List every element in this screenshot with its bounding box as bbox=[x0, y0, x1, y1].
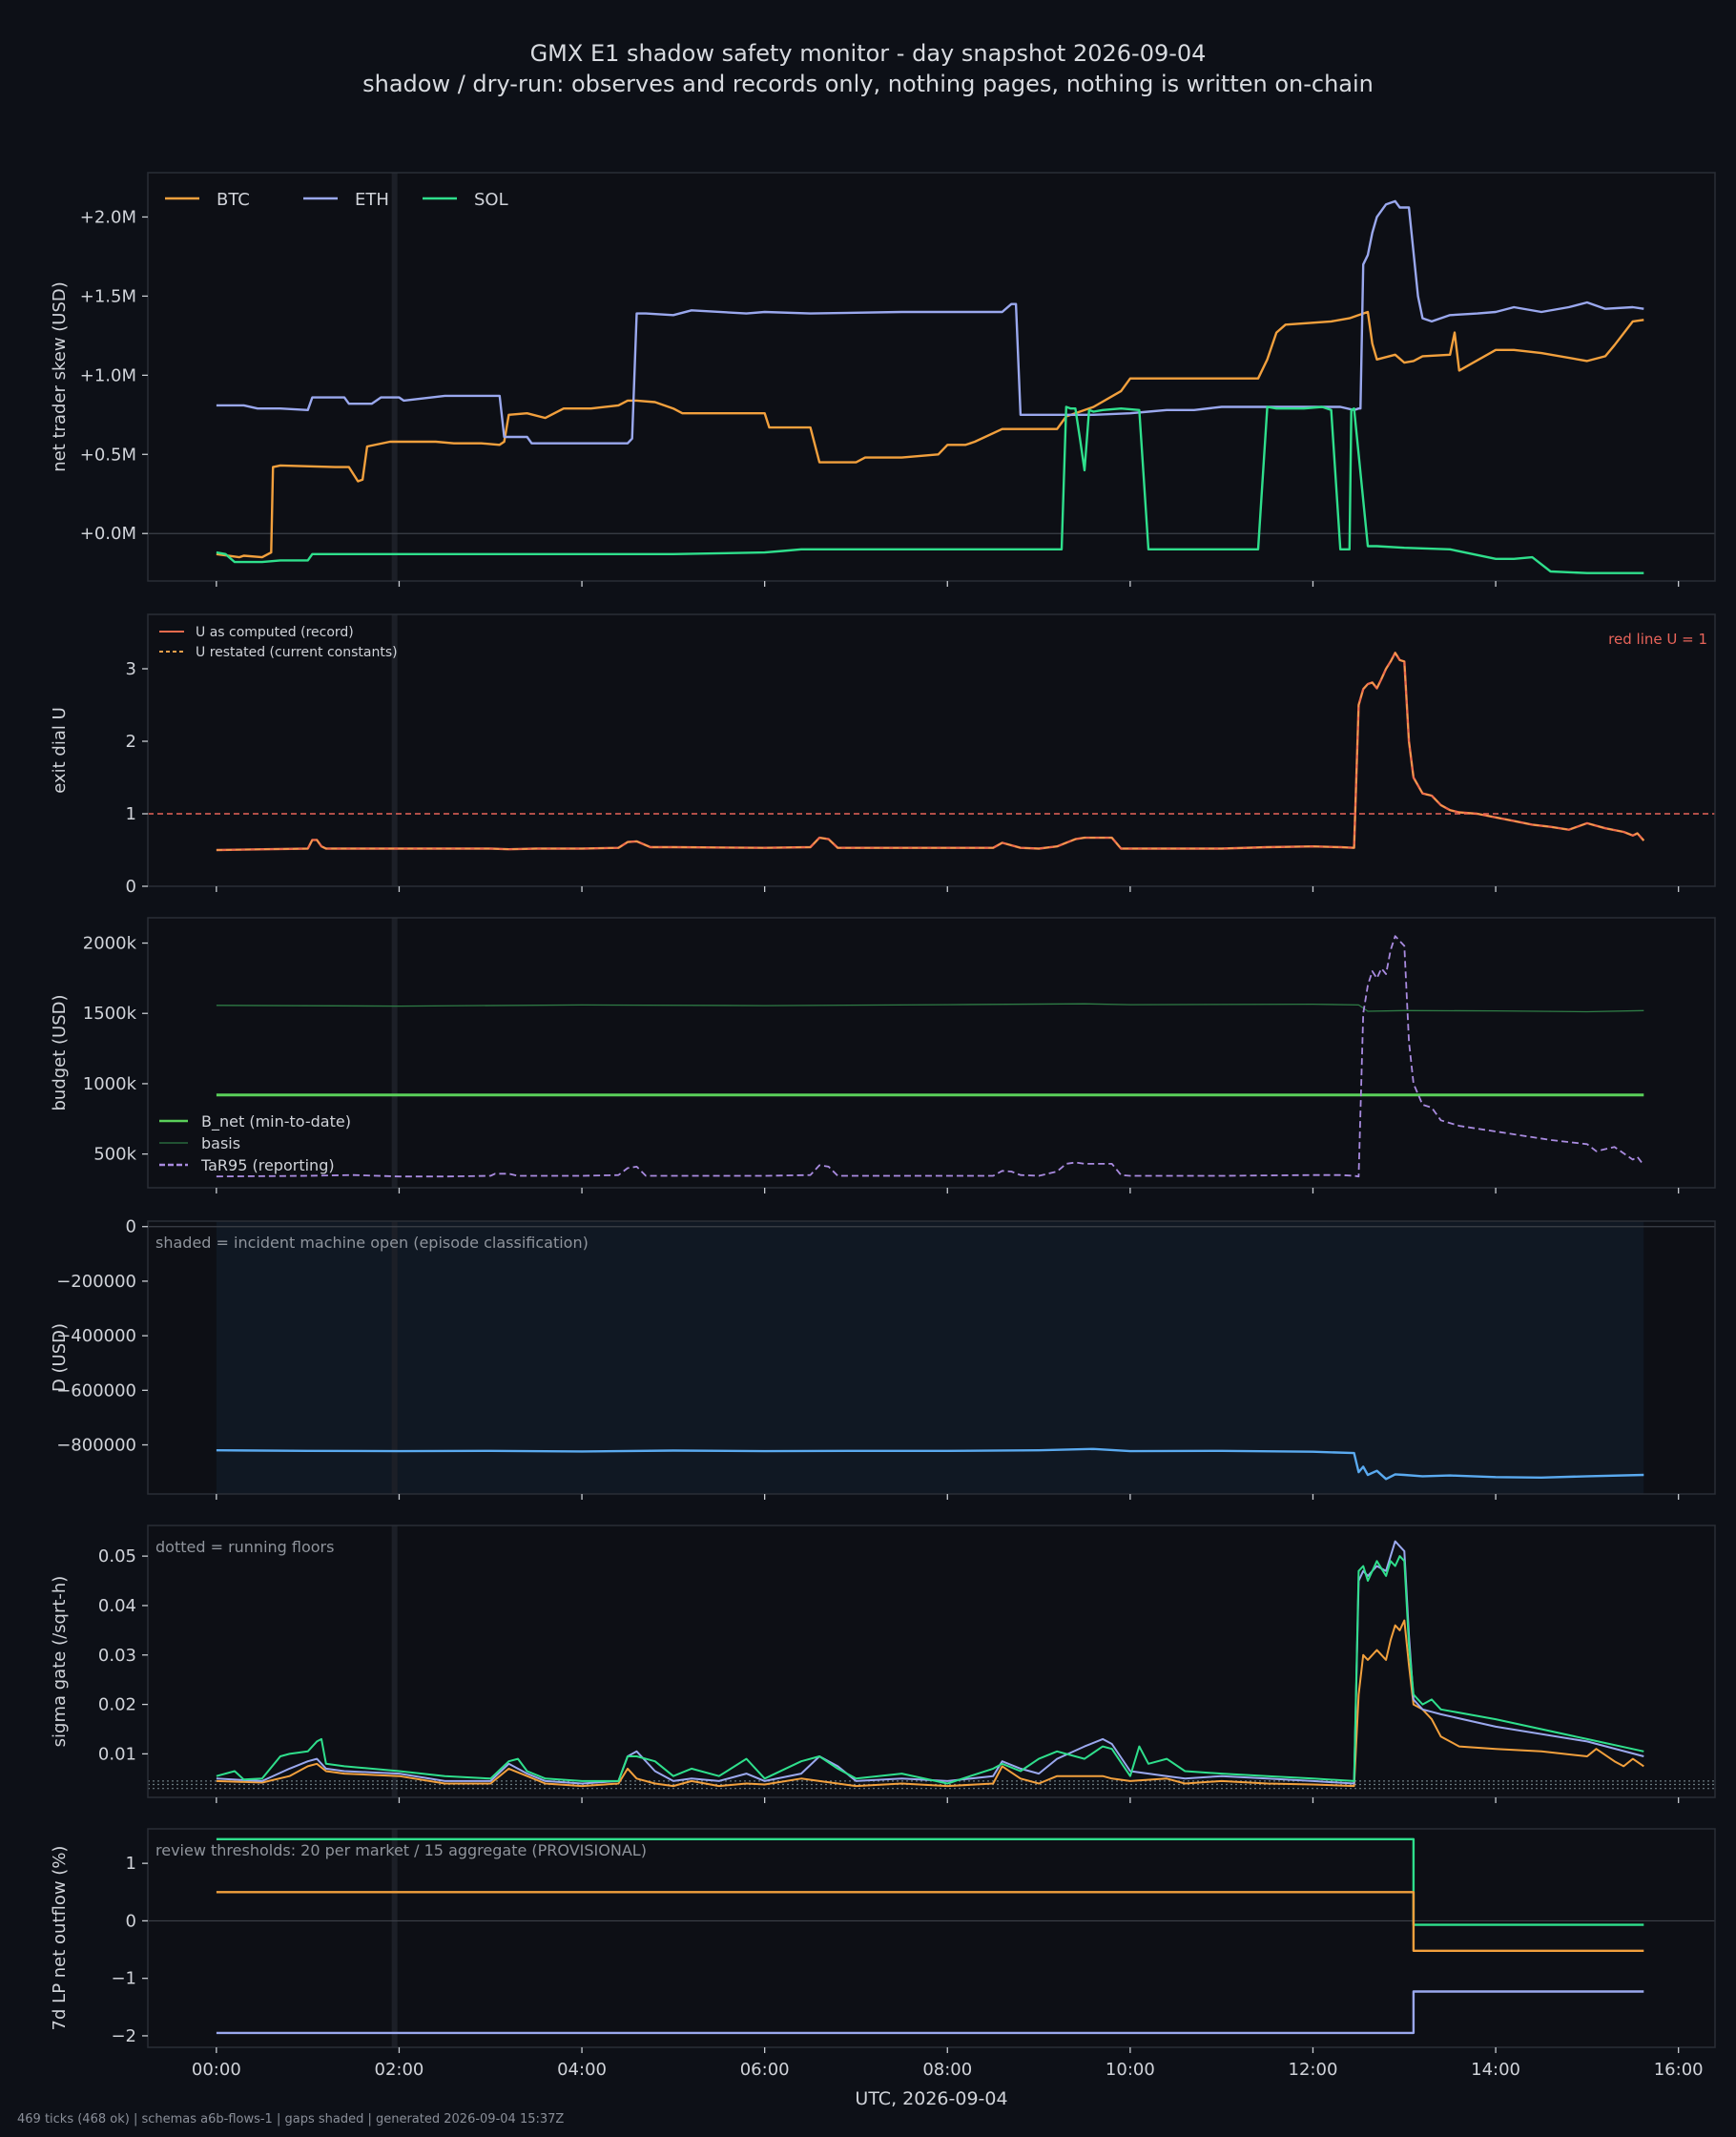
panel-frame bbox=[147, 1220, 1716, 1495]
series-line bbox=[216, 310, 1644, 559]
y-axis-label: exit dial U bbox=[50, 707, 70, 794]
y-tick-label: 2 bbox=[126, 732, 136, 752]
series-line bbox=[216, 1447, 1644, 1481]
x-tick-label: 08:00 bbox=[922, 2060, 972, 2080]
panel-D: 0 −200000 −400000 −600000 −800000 D (USD) shad… bbox=[50, 1217, 1716, 1500]
y-tick-label: 500k bbox=[93, 1145, 136, 1165]
gap-band bbox=[391, 614, 398, 886]
series-line bbox=[216, 1555, 1644, 1785]
plot-area bbox=[148, 614, 1715, 886]
x-tick-label: 14:00 bbox=[1471, 2060, 1520, 2080]
y-tick-label: +1.0M bbox=[80, 365, 136, 385]
legend-label: U restated (current constants) bbox=[196, 645, 398, 660]
panel-sigma: 0.01 0.02 0.03 0.04 0.05 sigma gate (/sqrt-h)… bbox=[50, 1525, 1716, 1803]
x-tick-label: 02:00 bbox=[375, 2060, 424, 2080]
y-axis-label: net trader skew (USD) bbox=[50, 281, 70, 472]
plot-area bbox=[148, 1829, 1715, 2047]
y-tick-label: −200000 bbox=[56, 1272, 136, 1292]
series-line bbox=[216, 1891, 1644, 1953]
chart-title: GMX E1 shadow safety monitor - day snaps… bbox=[529, 40, 1207, 67]
series-line bbox=[216, 405, 1644, 574]
chart-subtitle: shadow / dry-run: observes and records o… bbox=[362, 71, 1374, 97]
y-tick-label: −600000 bbox=[56, 1380, 136, 1400]
x-tick-label: 00:00 bbox=[192, 2060, 241, 2080]
y-tick-label: +1.5M bbox=[80, 286, 136, 306]
y-tick-label: 0 bbox=[126, 877, 136, 897]
footer-status: 469 ticks (468 ok) | schemas a6b-flows-1… bbox=[17, 2112, 565, 2127]
x-axis-label: UTC, 2026-09-04 bbox=[855, 2088, 1007, 2109]
y-tick-label: 2000k bbox=[83, 934, 137, 954]
y-tick-label: −800000 bbox=[56, 1436, 136, 1456]
x-tick-label: 10:00 bbox=[1106, 2060, 1155, 2080]
legend-label: ETH bbox=[355, 190, 389, 210]
y-axis-label: budget (USD) bbox=[50, 994, 70, 1110]
series-line bbox=[216, 935, 1645, 1178]
y-tick-label: 0.04 bbox=[98, 1596, 136, 1616]
plot-area bbox=[148, 918, 1715, 1188]
y-tick-label: 3 bbox=[126, 659, 136, 679]
panel-note: shaded = incident machine open (episode … bbox=[155, 1234, 589, 1252]
series-line bbox=[216, 1003, 1644, 1013]
y-tick-label: 1500k bbox=[83, 1004, 137, 1024]
panel-frame bbox=[147, 1525, 1716, 1798]
y-tick-label: −2 bbox=[111, 2026, 136, 2046]
series-line bbox=[216, 652, 1644, 851]
y-tick-label: 0.05 bbox=[98, 1546, 136, 1566]
x-tick-label: 12:00 bbox=[1289, 2060, 1338, 2080]
legend-label: TaR95 (reporting) bbox=[200, 1156, 335, 1174]
y-tick-label: 0 bbox=[126, 1911, 136, 1931]
y-tick-label: 1 bbox=[126, 804, 136, 824]
x-tick-label: 04:00 bbox=[557, 2060, 607, 2080]
y-tick-label: +0.0M bbox=[80, 524, 136, 544]
gap-band bbox=[391, 1525, 398, 1797]
y-tick-label: −1 bbox=[111, 1969, 136, 1989]
legend-label: basis bbox=[201, 1134, 240, 1152]
x-tick-label: 16:00 bbox=[1654, 2060, 1704, 2080]
legend-label: SOL bbox=[474, 190, 508, 210]
gap-band bbox=[391, 918, 398, 1188]
incident-shade bbox=[216, 1221, 1644, 1494]
gap-band bbox=[391, 173, 398, 581]
legend-label: B_net (min-to-date) bbox=[201, 1112, 351, 1131]
series-line bbox=[216, 1837, 1644, 1926]
series-line bbox=[216, 199, 1644, 445]
x-tick-label: 06:00 bbox=[740, 2060, 790, 2080]
legend-label: U as computed (record) bbox=[196, 625, 354, 640]
panel-budget: 500k 1000k 1500k 2000k budget (USD) B_net (mi… bbox=[50, 917, 1716, 1193]
y-axis-label: D (USD) bbox=[50, 1323, 70, 1392]
gap-band bbox=[391, 1829, 398, 2047]
y-tick-label: +0.5M bbox=[80, 445, 136, 465]
panel-exit_dial: red line U = 1 0 1 2 3 exit dial U U as comput… bbox=[50, 613, 1716, 897]
panel-note: dotted = running floors bbox=[155, 1538, 334, 1556]
y-tick-label: 0.02 bbox=[98, 1695, 136, 1715]
y-tick-label: 0 bbox=[126, 1217, 136, 1237]
y-tick-label: −400000 bbox=[56, 1326, 136, 1346]
panel-skew: +0.0M +0.5M +1.0M +1.5M +2.0M net trader skew… bbox=[50, 172, 1716, 587]
y-tick-label: 1 bbox=[126, 1854, 136, 1874]
panel-lp_outflow: −2 −1 0 1 00:00 02:00 04:00 06:00 08:00 10:00 12:0… bbox=[50, 1828, 1716, 2109]
y-tick-label: 1000k bbox=[83, 1074, 137, 1094]
panel-frame bbox=[147, 613, 1716, 887]
panel-note: review thresholds: 20 per market / 15 ag… bbox=[155, 1841, 647, 1859]
legend-label: BTC bbox=[217, 190, 250, 210]
y-axis-label: 7d LP net outflow (%) bbox=[50, 1846, 70, 2031]
plot-area bbox=[148, 1525, 1715, 1797]
red-line-label: red line U = 1 bbox=[1608, 631, 1707, 648]
y-tick-label: 0.01 bbox=[98, 1744, 136, 1764]
plot-area bbox=[148, 173, 1715, 581]
panel-frame bbox=[147, 172, 1716, 582]
panel-frame bbox=[147, 917, 1716, 1189]
y-tick-label: 0.03 bbox=[98, 1646, 136, 1666]
panel-frame bbox=[147, 1828, 1716, 2048]
series-line bbox=[216, 1990, 1644, 2035]
y-axis-label: sigma gate (/sqrt-h) bbox=[50, 1576, 70, 1748]
gap-band bbox=[391, 1221, 398, 1494]
y-tick-label: +2.0M bbox=[80, 207, 136, 227]
series-line bbox=[216, 1540, 1644, 1785]
